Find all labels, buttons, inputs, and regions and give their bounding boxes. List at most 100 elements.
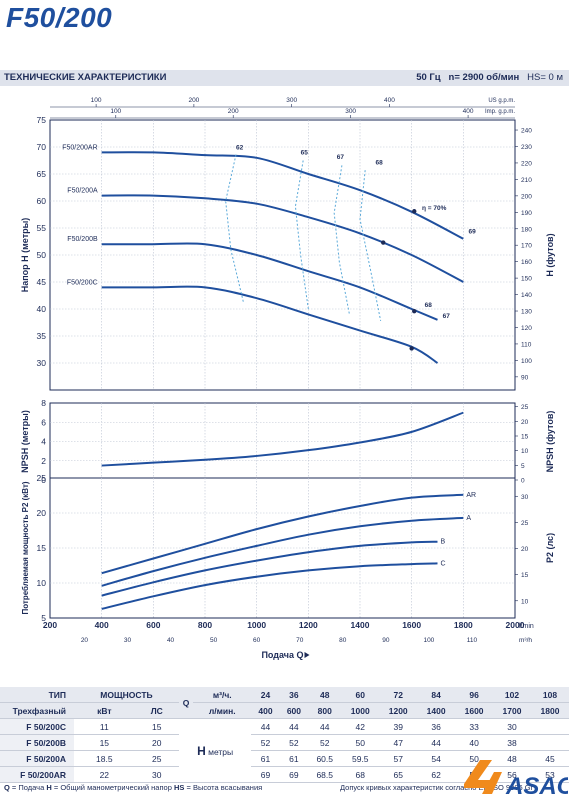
table-q-m3h-value: 60 [341, 687, 380, 703]
head-series-label: F50/200B [67, 236, 98, 243]
table-q-lmin-value: 400 [251, 702, 280, 719]
x-lmin-tick-label: 2000 [506, 620, 525, 630]
npsh-panel: 0 2 4 6 8 0 5 10 15 20 25 NPSH (метры) NPSH (футов) [20, 398, 555, 485]
head-series-line [101, 242, 438, 321]
table-hp-header: ЛС [134, 702, 179, 719]
table-head-value: 44 [308, 718, 342, 735]
table-h-header: H метры [178, 718, 252, 783]
efficiency-label: 65 [301, 149, 309, 156]
table-head-value: 53 [530, 766, 569, 783]
head-panel: 30 35 40 45 50 55 60 65 70 75 90 100 110 120 130 140 150… [20, 97, 555, 391]
head-y2tick-label: 140 [521, 292, 532, 299]
spec-bar [0, 70, 569, 86]
footer-h: H [46, 783, 52, 792]
power-series-line [101, 562, 438, 610]
power-panel: 5 10 15 20 25 10 15 20 25 30 Потребляемая мощность… [21, 473, 555, 660]
us-gpm-tick-label: 100 [91, 97, 102, 104]
table-type-header: ТИП [0, 687, 74, 703]
efficiency-line [225, 154, 245, 304]
x-m3h-tick-label: 100 [423, 637, 434, 644]
frequency-label: 50 Гц [416, 72, 441, 83]
table-head-value: 57 [379, 750, 418, 767]
x-lmin-tick-label: 1800 [454, 620, 473, 630]
head-y2tick-label: 230 [521, 144, 532, 151]
table-head-value: 50 [341, 734, 380, 751]
head-y2tick-label: 220 [521, 160, 532, 167]
table-kw-value: 15 [74, 734, 135, 751]
head-ylabel: Напор H (метры) [20, 218, 30, 293]
x-lmin-tick-label: 800 [198, 620, 212, 630]
table-q-lmin-value: 1700 [493, 702, 531, 719]
table-head-value: 59.5 [341, 750, 380, 767]
npsh-ytick-label: 4 [41, 437, 46, 447]
head-ytick-label: 70 [37, 142, 47, 152]
table-head-value: 60.5 [308, 750, 342, 767]
head-y2tick-label: 200 [521, 193, 532, 200]
footer-h-text: = Общий манометрический напор [51, 783, 174, 792]
head-ytick-label: 40 [37, 304, 47, 314]
power-ytick-label: 10 [37, 578, 47, 588]
head-ytick-label: 60 [37, 196, 47, 206]
table-head-value: 38 [493, 734, 531, 751]
table-head-value: 30 [493, 718, 531, 735]
head-y2tick-label: 90 [521, 374, 529, 381]
table-head-value: 56 [493, 766, 531, 783]
power-ytick-label: 5 [41, 613, 46, 623]
table-model-name: F 50/200A [0, 750, 74, 767]
head-ytick-label: 75 [37, 115, 47, 125]
table-h-unit: метры [205, 746, 234, 757]
table-head-value: 45 [530, 750, 569, 767]
page-title: F50/200 [6, 2, 113, 33]
x-lmin-tick-label: 1600 [402, 620, 421, 630]
table-head-value: 52 [279, 734, 309, 751]
head-y2tick-label: 160 [521, 259, 532, 266]
table-head-value: 52 [308, 734, 342, 751]
table-three-phase-label: Трехфазный [0, 702, 74, 719]
power-series-label: C [441, 560, 446, 567]
head-y2tick-label: 190 [521, 210, 532, 217]
power-y2tick-label: 15 [521, 572, 529, 579]
us-gpm-tick-label: 400 [384, 97, 395, 104]
table-hp-value: 20 [134, 734, 179, 751]
table-q-m3h-value: 36 [279, 687, 309, 703]
table-model-name: F 50/200AR [0, 766, 74, 783]
imp-gpm-tick-label: 200 [228, 108, 239, 115]
table-head-value: 44 [279, 718, 309, 735]
x-lmin-tick-label: 600 [146, 620, 160, 630]
best-efficiency-point [381, 240, 386, 245]
table-lmin-unit: л/мин. [193, 702, 252, 719]
power-ytick-label: 15 [37, 543, 47, 553]
power-series-line [101, 516, 464, 587]
table-h-letter: H [197, 743, 206, 758]
table-q-m3h-value: 102 [493, 687, 531, 703]
table-model-name: F 50/200C [0, 718, 74, 735]
x-lmin-tick-label: 1000 [247, 620, 266, 630]
efficiency-label: η = 70% [422, 205, 447, 212]
us-gpm-unit: US g.p.m. [488, 98, 515, 104]
table-q-m3h-value: 24 [251, 687, 280, 703]
imp-gpm-tick-label: 100 [110, 108, 121, 115]
npsh-y2tick-label: 20 [521, 419, 529, 426]
head-y2label: H (футов) [545, 233, 555, 276]
x-axis-arrow [304, 652, 310, 658]
table-hp-value: 30 [134, 766, 179, 783]
head-y2tick-label: 120 [521, 325, 532, 332]
table-kw-header: кВт [74, 702, 135, 719]
power-y2label: P2 (лс) [545, 533, 555, 563]
x-m3h-tick-label: 80 [339, 637, 347, 644]
power-series-label: B [441, 539, 446, 546]
table-hp-value: 15 [134, 718, 179, 735]
footer-hs: HS [173, 783, 185, 792]
imp-gpm-tick-label: 300 [345, 108, 356, 115]
x-lmin-unit: l/min [519, 623, 534, 630]
head-series-line [101, 285, 439, 364]
table-head-value: 44 [417, 734, 456, 751]
efficiency-label: 67 [443, 313, 451, 320]
power-y2tick-label: 10 [521, 598, 529, 605]
table-q-lmin-value: 1600 [455, 702, 494, 719]
table-kw-value: 11 [74, 718, 135, 735]
head-y2tick-label: 110 [521, 341, 532, 348]
x-m3h-tick-label: 50 [210, 637, 218, 644]
efficiency-label: 68 [376, 160, 384, 167]
